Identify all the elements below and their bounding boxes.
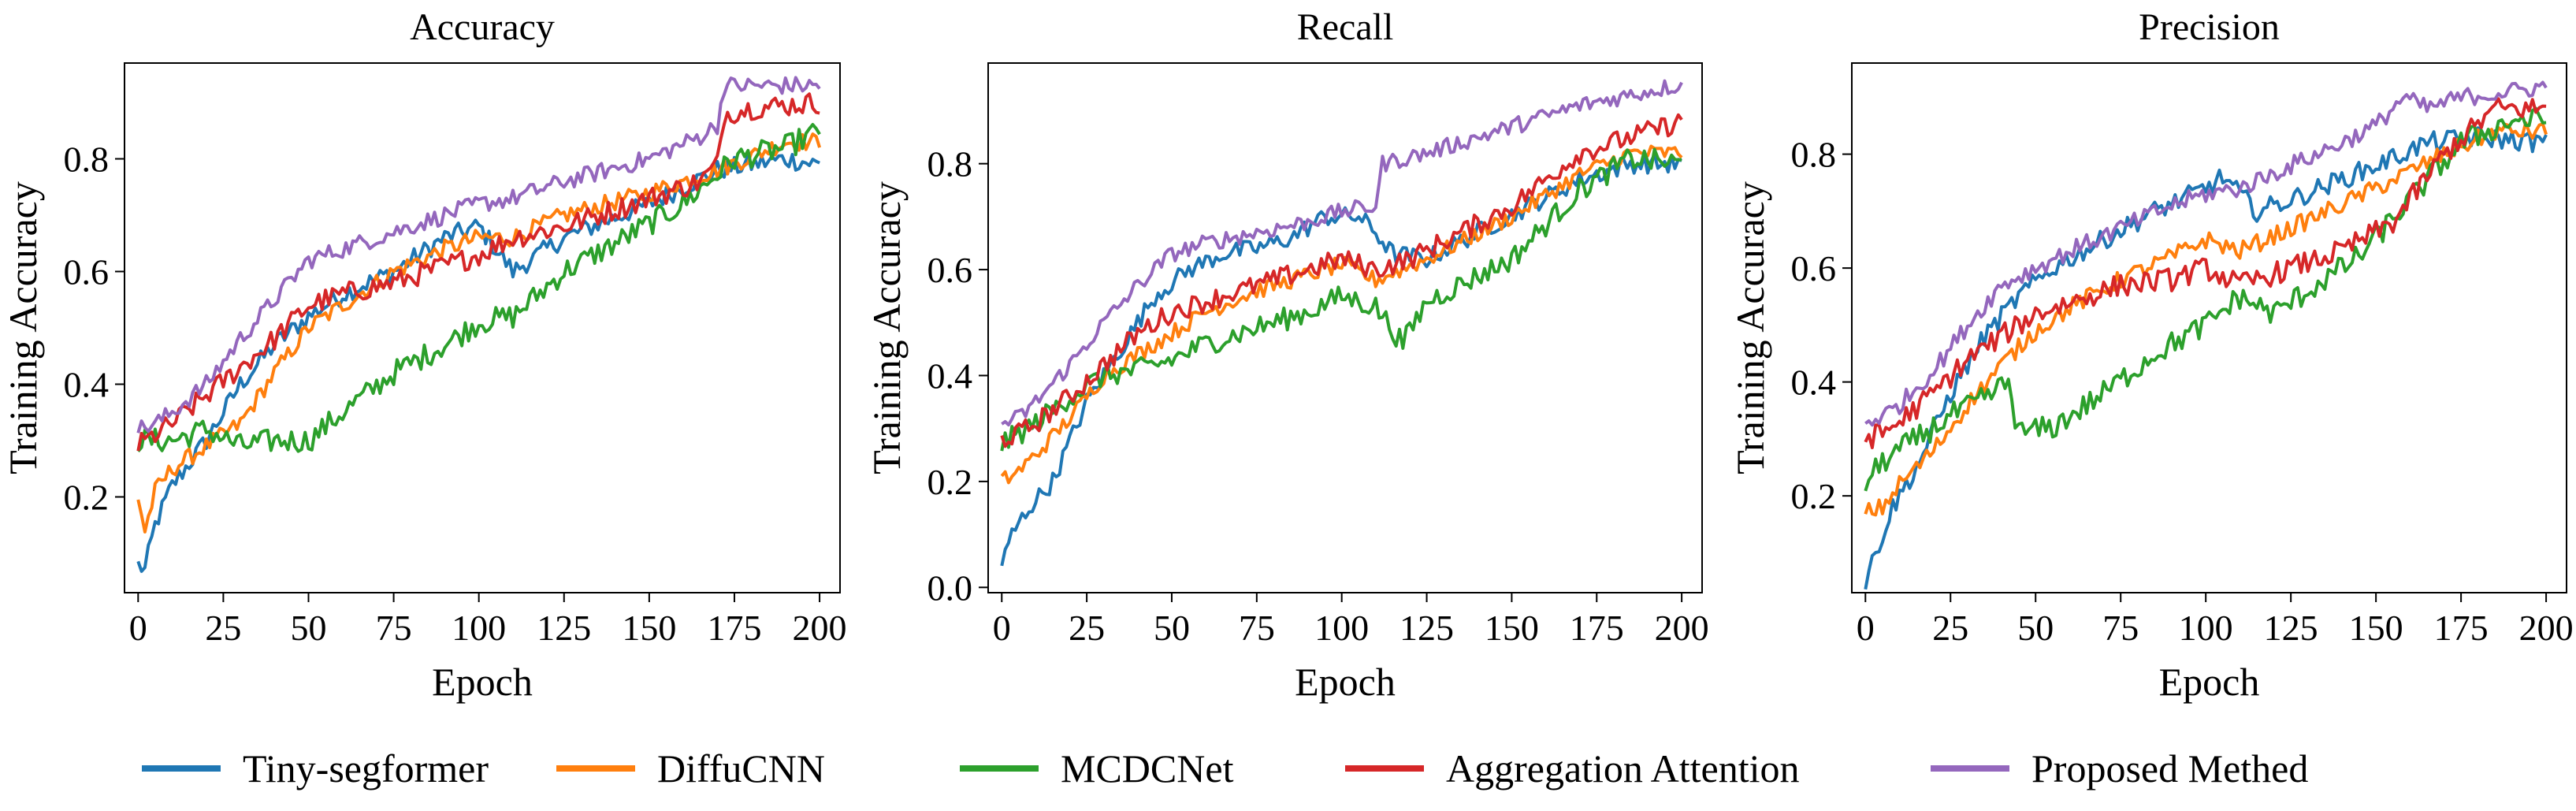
x-tick-label-precision: 200 xyxy=(2519,608,2574,648)
y-tick-label-recall: 0.6 xyxy=(927,250,973,290)
y-tick-label-accuracy: 0.6 xyxy=(64,252,110,292)
y-tick-label-precision: 0.6 xyxy=(1791,248,1837,288)
x-tick-label-precision: 50 xyxy=(2017,608,2054,648)
legend-swatch-tiny-segformer xyxy=(142,765,221,772)
chart-title-accuracy: Accuracy xyxy=(410,6,555,48)
y-tick-label-accuracy: 0.8 xyxy=(64,140,110,180)
x-tick-label-accuracy: 125 xyxy=(537,608,591,648)
legend-swatch-diffucnn xyxy=(556,765,635,772)
x-axis-label-recall: Epoch xyxy=(1295,660,1396,704)
series-line-diffucnn-recall xyxy=(1000,144,1683,485)
legend-item-aggregation-attention: Aggregation Attention xyxy=(1345,737,1800,800)
legend-item-mcdcnet: MCDCNet xyxy=(960,737,1233,800)
x-tick-label-precision: 25 xyxy=(1932,608,1968,648)
y-tick-label-precision: 0.8 xyxy=(1791,135,1837,175)
x-tick-label-precision: 75 xyxy=(2102,608,2139,648)
x-tick-label-precision: 125 xyxy=(2264,608,2318,648)
x-tick-label-recall: 0 xyxy=(993,608,1011,648)
series-line-mcdcnet-recall xyxy=(1000,147,1682,452)
plot-frame-precision xyxy=(1851,62,2567,593)
x-tick-label-accuracy: 0 xyxy=(129,608,147,648)
x-tick-label-recall: 125 xyxy=(1400,608,1454,648)
plot-frame-accuracy xyxy=(124,62,841,593)
x-tick-label-recall: 25 xyxy=(1069,608,1105,648)
x-axis-label-accuracy: Epoch xyxy=(432,660,533,704)
series-line-diffucnn-accuracy xyxy=(136,132,822,534)
legend-swatch-proposed-methed xyxy=(1931,765,2009,772)
legend-swatch-aggregation-attention xyxy=(1345,765,1424,772)
x-tick-label-precision: 0 xyxy=(1857,608,1875,648)
series-line-proposed-methed-precision xyxy=(1864,80,2548,427)
x-tick-label-recall: 175 xyxy=(1570,608,1624,648)
x-tick-label-recall: 50 xyxy=(1154,608,1190,648)
x-tick-label-accuracy: 100 xyxy=(452,608,506,648)
legend: Tiny-segformer DiffuCNN MCDCNet Aggregat… xyxy=(0,737,2576,800)
x-tick-label-accuracy: 25 xyxy=(205,608,241,648)
y-tick-label-recall: 0.0 xyxy=(927,567,973,608)
y-tick-label-accuracy: 0.4 xyxy=(64,364,110,404)
series-line-tiny-segformer-accuracy xyxy=(136,153,820,573)
y-axis-label-accuracy: Training Accuracy xyxy=(1,181,45,474)
legend-item-proposed-methed: Proposed Methed xyxy=(1931,737,2308,800)
x-tick-label-precision: 150 xyxy=(2349,608,2403,648)
y-tick-label-recall: 0.8 xyxy=(927,144,973,184)
y-axis-label-recall: Training Accuracy xyxy=(864,181,909,474)
series-line-proposed-methed-accuracy xyxy=(136,76,821,433)
y-tick-label-recall: 0.4 xyxy=(927,355,973,396)
series-line-aggregation-attention-precision xyxy=(1864,97,2547,449)
y-axis-label-precision: Training Accuracy xyxy=(1728,181,1772,474)
y-tick-label-precision: 0.2 xyxy=(1791,476,1837,516)
series-line-diffucnn-precision xyxy=(1864,121,2548,517)
x-tick-label-recall: 150 xyxy=(1485,608,1539,648)
legend-swatch-mcdcnet xyxy=(960,765,1039,772)
x-tick-label-recall: 200 xyxy=(1655,608,1709,648)
legend-label-mcdcnet: MCDCNet xyxy=(1061,746,1234,791)
x-tick-label-accuracy: 150 xyxy=(622,608,676,648)
series-line-aggregation-attention-accuracy xyxy=(136,92,820,452)
y-tick-label-accuracy: 0.2 xyxy=(64,477,110,517)
legend-label-proposed-methed: Proposed Methed xyxy=(2031,746,2309,791)
chart-title-precision: Precision xyxy=(2139,6,2280,48)
x-axis-label-precision: Epoch xyxy=(2159,660,2260,704)
x-tick-label-precision: 175 xyxy=(2434,608,2489,648)
x-tick-label-recall: 75 xyxy=(1239,608,1275,648)
legend-item-diffucnn: DiffuCNN xyxy=(556,737,825,800)
x-tick-label-recall: 100 xyxy=(1314,608,1369,648)
y-tick-label-recall: 0.2 xyxy=(927,462,973,502)
x-tick-label-precision: 100 xyxy=(2179,608,2233,648)
series-line-mcdcnet-accuracy xyxy=(136,123,821,453)
x-tick-label-accuracy: 200 xyxy=(793,608,847,648)
x-tick-label-accuracy: 175 xyxy=(707,608,761,648)
y-tick-label-precision: 0.4 xyxy=(1791,363,1837,403)
legend-label-tiny-segformer: Tiny-segformer xyxy=(243,746,489,791)
legend-label-diffucnn: DiffuCNN xyxy=(657,746,825,791)
legend-label-aggregation-attention: Aggregation Attention xyxy=(1446,746,1800,791)
series-line-mcdcnet-precision xyxy=(1864,106,2547,492)
series-line-proposed-methed-recall xyxy=(1001,79,1683,427)
plot-frame-recall xyxy=(987,62,1703,593)
x-tick-label-accuracy: 50 xyxy=(290,608,326,648)
chart-title-recall: Recall xyxy=(1297,6,1394,48)
series-line-aggregation-attention-recall xyxy=(1000,113,1683,448)
x-tick-label-accuracy: 75 xyxy=(376,608,412,648)
legend-item-tiny-segformer: Tiny-segformer xyxy=(142,737,489,800)
